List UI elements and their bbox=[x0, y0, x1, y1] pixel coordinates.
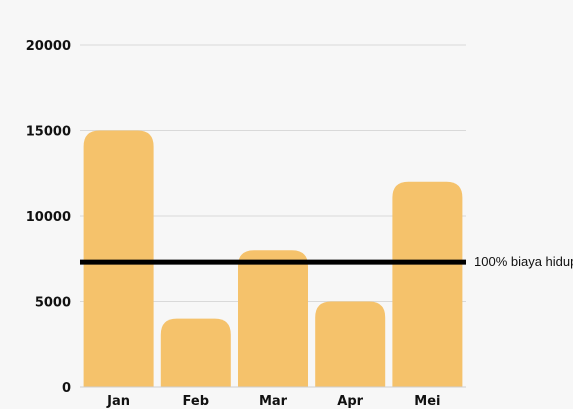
bars bbox=[83, 130, 463, 387]
x-tick-label: Mar bbox=[259, 394, 288, 409]
x-tick-label: Apr bbox=[337, 394, 363, 409]
reference-line-label: 100% biaya hidup bbox=[474, 254, 573, 269]
x-axis-ticks: Jan Feb Mar Apr Mei bbox=[106, 394, 440, 409]
y-tick-label: 5000 bbox=[35, 296, 71, 311]
bar-apr bbox=[315, 301, 386, 387]
y-tick-label: 20000 bbox=[26, 39, 71, 54]
y-tick-label: 10000 bbox=[26, 210, 71, 225]
bar-mei bbox=[392, 181, 463, 387]
x-tick-label: Jan bbox=[106, 394, 130, 409]
x-tick-label: Feb bbox=[183, 394, 209, 409]
x-tick-label: Mei bbox=[414, 394, 440, 409]
bar-jan bbox=[83, 130, 154, 387]
bar-mar bbox=[238, 250, 308, 387]
y-tick-label: 0 bbox=[62, 381, 71, 396]
y-tick-label: 15000 bbox=[26, 125, 71, 140]
bar-feb bbox=[160, 318, 231, 387]
y-axis-ticks: 0 5000 10000 15000 20000 bbox=[26, 39, 71, 396]
